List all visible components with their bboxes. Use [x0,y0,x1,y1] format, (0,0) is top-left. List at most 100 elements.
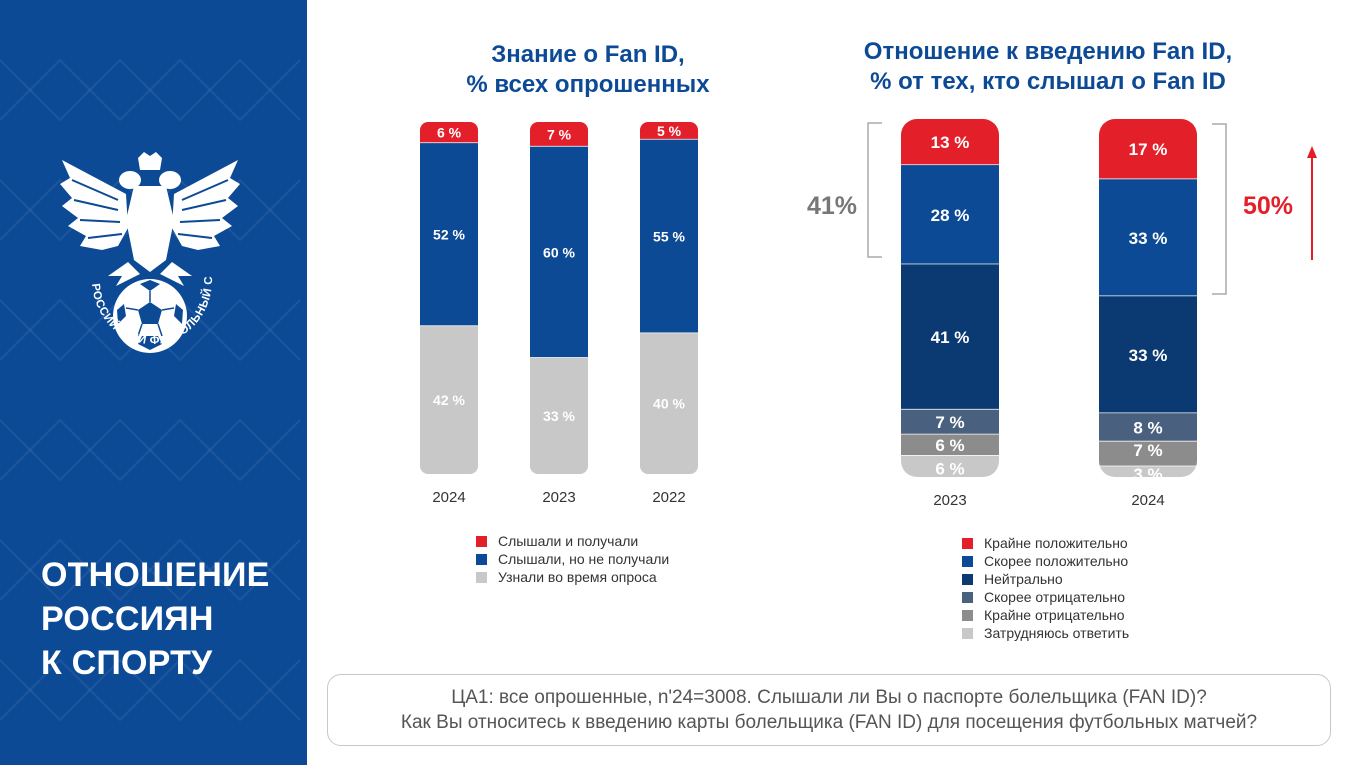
chart1-value-label-2022-0: 5 % [657,123,682,139]
chart1-legend: Слышали и получали Слышали, но не получал… [476,532,669,586]
logo-ring-text: РОССИЙСКИЙ ФУТБОЛЬНЫЙ СОЮЗ [0,0,214,347]
sidebar-title-line-3: К СПОРТУ [41,644,213,682]
chart1-value-label-2024-0: 6 % [437,125,462,141]
chart2-bar-2024-series-3 [1099,413,1197,442]
chart1-value-label-2023-1: 60 % [543,244,575,260]
chart1-bar-2022-series-2 [640,333,698,474]
chart2-value-label-2024-5: 3 % [1133,465,1162,484]
chart2-bar-2023-series-2 [901,264,999,410]
footnote-line-2: Как Вы относитесь к введению карты болел… [400,712,1258,733]
chart2-stack-2023 [901,119,999,477]
chart1-value-label-2024-2: 42 % [433,392,465,408]
chart1-legend-swatch [476,571,487,583]
chart2-category-label-2023: 2023 [933,492,966,509]
chart2-legend-label: Затрудняюсь ответить [984,625,1130,641]
chart1-legend-item: Узнали во время опроса [476,568,669,586]
footnote-box: ЦА1: все опрошенные, n'24=3008. Слышали … [327,674,1331,746]
chart2-value-label-2023-0: 13 % [931,133,970,152]
chart1-legend-swatch [476,535,487,547]
chart2-legend-swatch [962,609,973,621]
sidebar-title-line-2: РОССИЯН [41,600,214,638]
chart2-annotation-2024: 50% [1243,192,1293,220]
chart1-legend-label: Слышали и получали [498,533,639,549]
chart2-value-label-2024-0: 17 % [1129,140,1168,159]
chart2-bracket-2023 [867,122,882,258]
chart2-bar-2023-series-4 [901,434,999,456]
chart2-title-line-1: Отношение к введению Fan ID, [863,38,1233,65]
sidebar: РОССИЙСКИЙ ФУТБОЛЬНЫЙ СОЮЗ ОТНОШЕНИЕ РОС… [0,0,307,765]
chart2-bar-2024-series-0 [1099,119,1197,180]
chart2-value-label-2024-1: 33 % [1129,229,1168,248]
chart2-bar-2023-series-1 [901,165,999,265]
chart2-value-label-2023-4: 6 % [935,436,964,455]
chart2-legend: Крайне положительно Скорее положительно Не… [962,534,1129,642]
chart1-stack-2023 [530,122,588,474]
chart1-category-label-2022: 2022 [652,489,685,506]
chart2-legend-item: Крайне отрицательно [962,606,1129,624]
chart2-legend-label: Скорее положительно [984,553,1129,569]
chart2-legend-label: Крайне положительно [984,535,1128,551]
chart2-value-label-2023-3: 7 % [935,413,964,432]
chart1-value-label-2023-0: 7 % [547,126,572,142]
chart2-value-label-2024-2: 33 % [1129,346,1168,365]
sidebar-title-line-1: ОТНОШЕНИЕ [41,556,270,594]
chart1-value-label-2024-1: 52 % [433,227,465,243]
chart1-legend-swatch [476,553,487,565]
chart2-bar-2024-series-5 [1099,466,1197,477]
chart1-category-label-2023: 2023 [542,489,575,506]
chart2-bar-2023-series-3 [901,409,999,435]
chart1-value-label-2023-2: 33 % [543,408,575,424]
chart1-bar-2024-series-0 [420,122,478,144]
chart1-title: Знание о Fan ID, % всех опрошенных [400,40,776,100]
chart1-bar-2023-series-1 [530,146,588,358]
chart2-legend-swatch [962,555,973,567]
chart2-value-label-2023-5: 6 % [935,459,964,478]
chart2-value-label-2023-1: 28 % [931,206,970,225]
chart1-legend-item: Слышали и получали [476,532,669,550]
chart1-title-line-1: Знание о Fan ID, [491,41,685,68]
chart2-bar-2023-series-0 [901,119,999,166]
chart2-bar-2024-series-4 [1099,441,1197,467]
chart2-value-label-2024-3: 8 % [1133,418,1162,437]
chart1-bar-2024-series-1 [420,143,478,327]
chart2-legend-label: Скорее отрицательно [984,589,1125,605]
chart2-up-arrow-icon [1307,146,1317,158]
chart1-value-label-2022-2: 40 % [653,396,685,412]
rfs-eagle-logo [60,152,240,353]
chart2-legend-item: Скорее положительно [962,552,1129,570]
chart2-category-label-2024: 2024 [1131,492,1164,509]
chart1-legend-label: Слышали, но не получали [498,551,670,567]
chart1-bar-2022-series-0 [640,122,698,140]
chart2-bracket-2024 [1212,123,1227,295]
chart2-annotation-2023: 41% [807,192,857,220]
chart2-legend-swatch [962,573,973,585]
chart2-legend-swatch [962,591,973,603]
chart1-bar-2024-series-2 [420,326,478,474]
chart1-legend-item: Слышали, но не получали [476,550,669,568]
chart1-bar-2023-series-0 [530,122,588,147]
sidebar-title: ОТНОШЕНИЕ РОССИЯН К СПОРТУ [41,553,270,685]
chart2-legend-item: Нейтрально [962,570,1129,588]
chart2-bar-2024-series-1 [1099,179,1197,297]
chart1-stack-2024 [420,122,478,474]
chart2-title-line-2: % от тех, кто слышал о Fan ID [870,68,1226,95]
chart1-bar-2022-series-1 [640,139,698,334]
chart2-legend-item: Затрудняюсь ответить [962,624,1129,642]
footnote-line-1: ЦА1: все опрошенные, n'24=3008. Слышали … [451,687,1207,708]
chart2-value-label-2024-4: 7 % [1133,441,1162,460]
chart2-title: Отношение к введению Fan ID, % от тех, к… [800,37,1296,97]
chart2-value-label-2023-2: 41 % [931,328,970,347]
chart2-legend-item: Крайне положительно [962,534,1129,552]
chart2-legend-label: Крайне отрицательно [984,607,1125,623]
chart1-bar-2023-series-2 [530,357,588,474]
chart2-legend-item: Скорее отрицательно [962,588,1129,606]
chart2-stack-2024 [1099,119,1197,477]
chart2-legend-label: Нейтрально [984,571,1063,587]
chart1-legend-label: Узнали во время опроса [498,569,657,585]
chart2-bar-2024-series-2 [1099,296,1197,414]
chart1-value-label-2022-1: 55 % [653,228,685,244]
chart1-category-label-2024: 2024 [432,489,465,506]
chart1-title-line-2: % всех опрошенных [466,71,710,98]
chart1-stack-2022 [640,122,698,474]
